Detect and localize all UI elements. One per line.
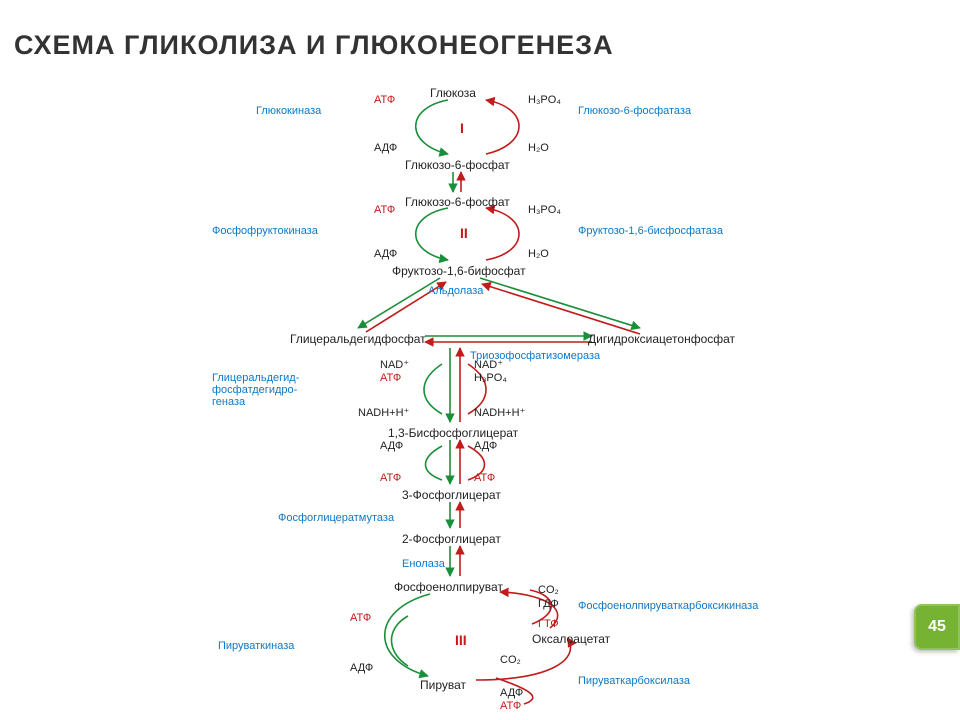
enz-gapdh-l1: Глицеральдегид- [212,372,299,384]
enz-gapdh-l3: геназа [212,396,245,408]
cof-s3-nad-r: NAD⁺ [474,358,503,371]
enz-pgm: Фосфоглицератмутаза [278,512,394,524]
enz-pepck: Фосфоенолпируваткарбоксикиназа [578,600,758,612]
met-pyruvate: Пируват [420,678,466,692]
cof-s4-adp-l: АДФ [380,440,403,452]
cof-pep-co2: CO₂ [538,584,559,596]
cof-s3-atp-l: АТФ [380,372,401,384]
enz-fbpase: Фруктозо-1,6-бисфосфатаза [578,225,723,237]
enz-pc: Пируваткарбоксилаза [578,675,690,687]
cof-s3-nad-l: NAD⁺ [380,358,409,371]
cof-s2-h2o: H₂O [528,248,549,260]
met-dhap: Дигидроксиацетонфосфат [588,332,735,346]
cof-s7-atp: АТФ [350,612,371,624]
cof-s1-h3po4: H₃PO₄ [528,94,561,106]
cof-s4-adp-r: АДФ [474,440,497,452]
cof-s3-nadh-r: NADH+H⁺ [474,406,525,419]
cof-s4-atp-l: АТФ [380,472,401,484]
roman-I: I [460,120,464,136]
cof-s2-h3po4: H₃PO₄ [528,204,561,216]
cof-pep-gtp: ГТФ [538,618,559,630]
cof-s2-adp: АДФ [374,248,397,260]
cof-s7-adp: АДФ [350,662,373,674]
enz-g6pase: Глюкозо-6-фосфатаза [578,105,691,117]
cof-s4-atp-r: АТФ [474,472,495,484]
cof-s1-atp: АТФ [374,94,395,106]
met-oaa: Оксалоацетат [532,632,610,646]
cof-s3-nadh-l: NADH+H⁺ [358,406,409,419]
roman-III: III [455,632,467,648]
met-pg3: 3-Фосфоглицерат [402,488,501,502]
cof-pc-adp: АДФ [500,687,523,699]
met-gap: Глицеральдегидфосфат [290,332,426,346]
met-g6p-b: Глюкозо-6-фосфат [405,195,510,209]
page-title: СХЕМА ГЛИКОЛИЗА И ГЛЮКОНЕОГЕНЕЗА [14,30,614,61]
cof-s3-h3po4-r: H₃PO₄ [474,372,507,384]
met-g6p-a: Глюкозо-6-фосфат [405,158,510,172]
enz-gapdh: Глицеральдегид- фосфатдегидро- геназа [212,372,299,408]
enz-pfk: Фосфофруктокиназа [212,225,318,237]
cof-s2-atp: АТФ [374,204,395,216]
enz-gapdh-l2: фосфатдегидро- [212,384,297,396]
met-glucose: Глюкоза [430,86,476,100]
cof-s1-adp: АДФ [374,142,397,154]
cof-pep-gdp: ГДФ [538,598,559,610]
page-number-badge: 45 [914,604,960,650]
roman-II: II [460,225,468,241]
met-bpg: 1,3-Бисфосфоглицерат [388,426,518,440]
cof-pc-atp: АТФ [500,700,521,712]
enz-pk: Пируваткиназа [218,640,294,652]
met-f16bp: Фруктозо-1,6-бифосфат [392,264,526,278]
pathway-diagram: I II III Глюкоза Глюкозо-6-фосфат Глюкоз… [170,80,890,700]
enz-aldolase: Альдолаза [428,285,483,297]
met-pep: Фосфоенолпируват [394,580,503,594]
met-pg2: 2-Фосфоглицерат [402,532,501,546]
enz-glucokinase: Глюкокиназа [256,105,321,117]
enz-enolase: Енолаза [402,558,445,570]
cof-s1-h2o: H₂O [528,142,549,154]
cof-pc-co2: CO₂ [500,654,521,666]
